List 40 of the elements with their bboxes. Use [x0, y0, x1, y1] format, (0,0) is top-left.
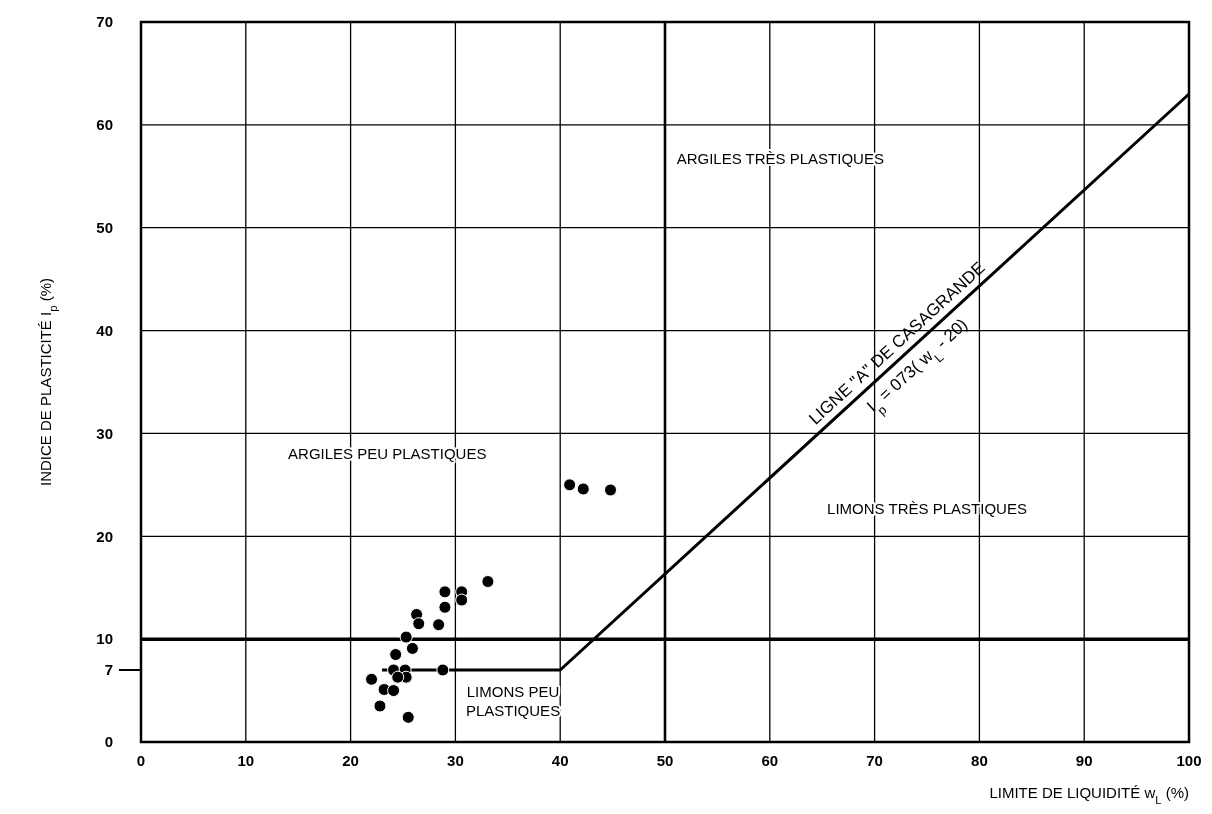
- y-tick-label: 10: [96, 630, 113, 648]
- annotation: LIMONS PEU PLASTIQUES: [465, 682, 561, 719]
- point: [399, 630, 413, 644]
- x-axis-title: LIMITE DE LIQUIDITÉ w$_{L}$ (%): [989, 784, 1189, 806]
- x-tick-label: 50: [656, 752, 674, 769]
- y-tick-label: 70: [96, 13, 113, 31]
- y-tick-label: 40: [96, 321, 113, 339]
- x-tick-label: 70: [866, 752, 883, 769]
- point: [438, 585, 452, 599]
- point: [389, 648, 403, 662]
- y-tick-label: 20: [96, 527, 113, 545]
- x-tick-label: 60: [761, 752, 779, 769]
- y-tick-label: 7: [104, 661, 113, 679]
- point: [563, 478, 577, 492]
- x-tick-label: 20: [342, 752, 359, 769]
- point: [387, 684, 401, 698]
- x-tick-label: 10: [237, 752, 255, 769]
- point: [432, 618, 446, 632]
- y-tick-label: 30: [96, 424, 113, 442]
- point: [436, 663, 450, 677]
- point: [604, 483, 617, 497]
- point: [401, 710, 415, 724]
- point: [412, 617, 426, 631]
- x-tick-label: 30: [447, 752, 464, 769]
- point: [481, 575, 495, 589]
- y-tick-label: 50: [96, 218, 113, 236]
- x-tick-label: 100: [1176, 752, 1202, 769]
- point: [391, 670, 405, 684]
- point: [438, 600, 452, 614]
- y-tick-label: 60: [96, 116, 113, 134]
- point: [373, 699, 387, 713]
- x-tick-label: 90: [1075, 752, 1093, 769]
- point: [365, 672, 379, 686]
- x-tick-label: 80: [971, 752, 988, 769]
- x-tick-label: 40: [551, 752, 569, 769]
- point: [455, 593, 469, 607]
- y-tick-label: 0: [104, 733, 113, 751]
- point: [405, 641, 419, 655]
- x-tick-label: 0: [136, 752, 146, 769]
- point: [576, 482, 590, 496]
